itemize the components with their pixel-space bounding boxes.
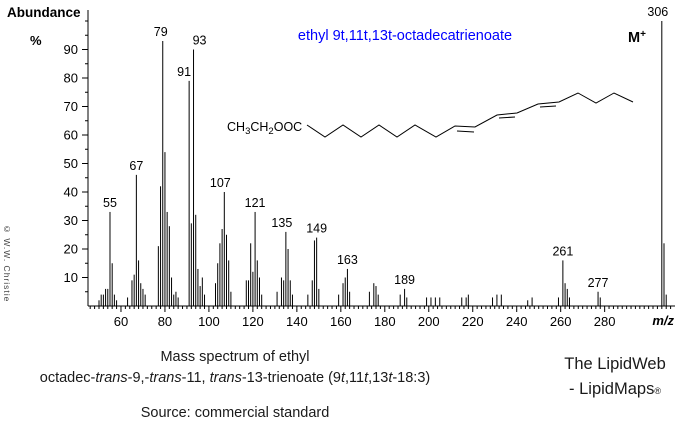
y-tick-label: 70 bbox=[64, 99, 78, 114]
peak-label: 121 bbox=[245, 196, 266, 210]
x-tick-label: 80 bbox=[158, 314, 172, 329]
caption-segment: t bbox=[340, 370, 346, 387]
y-tick-label: 60 bbox=[64, 128, 78, 143]
peak-label: 189 bbox=[394, 273, 415, 287]
caption-segment: ,11 bbox=[345, 370, 365, 387]
caption-segment: trans bbox=[209, 370, 242, 387]
x-tick-label: 240 bbox=[506, 314, 528, 329]
caption-block: Mass spectrum of ethyl octadec-trans-9,-… bbox=[12, 347, 458, 424]
peak-label: 261 bbox=[552, 244, 573, 258]
y-tick-label: 40 bbox=[64, 185, 78, 200]
compound-title: ethyl 9t,11t,13t-octadecatrienoate bbox=[298, 28, 512, 44]
copyright-watermark: © W.W. Christie bbox=[2, 224, 12, 303]
axes bbox=[87, 10, 675, 307]
peak-label: 91 bbox=[177, 65, 191, 79]
caption-segment: trans bbox=[149, 370, 182, 387]
ester-formula-label: CH3CH2OOC bbox=[227, 120, 302, 137]
x-tick-label: 260 bbox=[550, 314, 572, 329]
peak-label: 163 bbox=[337, 253, 358, 267]
caption-line-1: Mass spectrum of ethyl bbox=[160, 349, 310, 365]
x-tick-label: 180 bbox=[374, 314, 396, 329]
y-tick-label: 30 bbox=[64, 213, 78, 228]
peak-label: 135 bbox=[271, 216, 292, 230]
peak-label: 306 bbox=[647, 5, 668, 19]
caption-segment: -9,- bbox=[127, 370, 150, 387]
molecular-ion-label: M+ bbox=[628, 29, 646, 46]
peak-label: 107 bbox=[210, 176, 231, 190]
x-tick-label: 100 bbox=[198, 314, 220, 329]
caption-line-2: octadec-trans-9,-trans-11, trans-13-trie… bbox=[12, 368, 458, 389]
x-tick-label: 120 bbox=[242, 314, 264, 329]
brand-line-1: The LipidWeb bbox=[564, 355, 666, 373]
peak-labels: 55 67 79 91 93 107 121 135 149 163 189 261 277 306 bbox=[103, 5, 668, 290]
x-tick-label: 60 bbox=[114, 314, 128, 329]
y-tick-label: 50 bbox=[64, 156, 78, 171]
mass-spectrum-chart: Abundance % ethyl 9t,11t,13t-octadecatri… bbox=[7, 5, 675, 329]
source-line: Source: commercial standard bbox=[140, 405, 330, 422]
peak-label: 93 bbox=[193, 34, 207, 48]
double-bond bbox=[498, 116, 516, 119]
caption-segment: -18:3) bbox=[392, 370, 431, 387]
caption-segment: ,13 bbox=[368, 370, 389, 387]
peak-label: 55 bbox=[103, 196, 117, 210]
peak-bars bbox=[98, 21, 667, 306]
registered-mark: ® bbox=[654, 385, 661, 396]
double-bond bbox=[539, 105, 557, 108]
y-tick-label: 90 bbox=[64, 42, 78, 57]
x-tick-label: 220 bbox=[462, 314, 484, 329]
axis-ticks bbox=[82, 20, 672, 312]
y-axis-title: Abundance bbox=[7, 5, 81, 20]
x-tick-label: 160 bbox=[330, 314, 352, 329]
x-axis-title: m/z bbox=[652, 313, 674, 328]
peak-label: 79 bbox=[154, 25, 168, 39]
chemical-structure: CH3CH2OOC bbox=[227, 92, 634, 138]
caption-segment: -13-trienoate (9 bbox=[241, 370, 341, 387]
caption-segment: octadec- bbox=[39, 370, 96, 387]
x-tick-label: 140 bbox=[286, 314, 308, 329]
axis-tick-labels: 10 20 30 40 50 60 70 80 90 60 80 100 120 140 160 180 200… bbox=[64, 42, 616, 329]
brand-block: The LipidWeb - LipidMaps® bbox=[540, 352, 687, 402]
y-tick-label: 80 bbox=[64, 71, 78, 86]
caption-segment: t bbox=[364, 370, 369, 387]
caption-segment: t bbox=[388, 370, 393, 387]
peak-label: 277 bbox=[588, 276, 609, 290]
double-bond bbox=[456, 130, 475, 133]
peak-label: 149 bbox=[306, 222, 327, 236]
caption-segment: -11, bbox=[181, 370, 210, 387]
y-tick-label: 20 bbox=[64, 242, 78, 257]
peak-label: 67 bbox=[129, 159, 143, 173]
x-tick-label: 280 bbox=[594, 314, 616, 329]
carbon-chain bbox=[306, 92, 634, 138]
x-tick-label: 200 bbox=[418, 314, 440, 329]
y-axis-unit-label: % bbox=[30, 33, 42, 48]
y-tick-label: 10 bbox=[64, 270, 78, 285]
brand-line-2: - LipidMaps® bbox=[569, 379, 661, 398]
caption-segment: trans bbox=[95, 370, 128, 387]
